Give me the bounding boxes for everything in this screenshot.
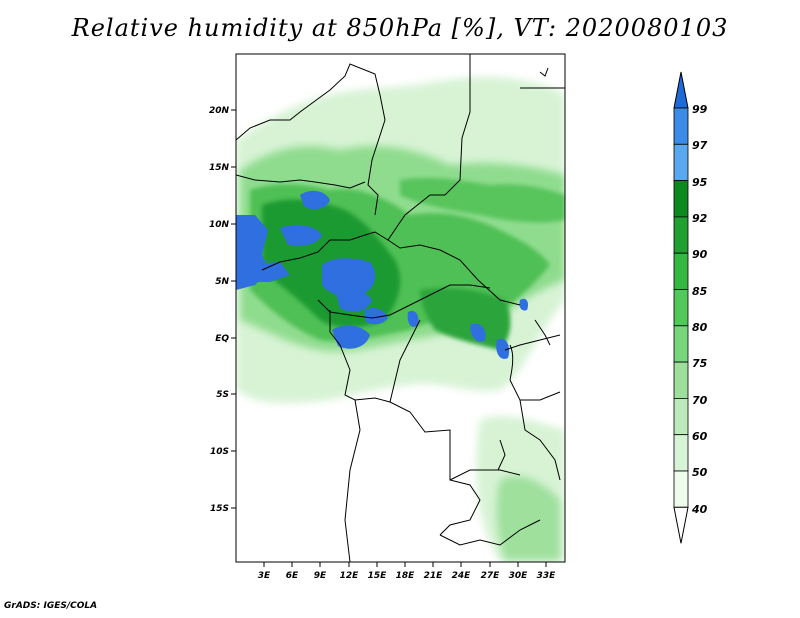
colorbar-max-triangle bbox=[673, 71, 689, 109]
colorbar-segment bbox=[673, 143, 689, 182]
lat-label: EQ bbox=[215, 334, 229, 344]
map-frame bbox=[235, 53, 566, 563]
colorbar-label: 99 bbox=[692, 103, 708, 116]
humidity-very-wet-patches bbox=[236, 190, 529, 359]
colorbar-segment bbox=[673, 470, 689, 508]
colorbar bbox=[673, 71, 689, 544]
lon-axis bbox=[263, 562, 547, 567]
lat-tick-labels: 20N 15N 10N 5N EQ 5S 10S 15S bbox=[209, 106, 230, 514]
colorbar-segment bbox=[673, 180, 689, 218]
colorbar-segment bbox=[673, 325, 689, 363]
lat-axis bbox=[231, 109, 236, 509]
lat-label: 15S bbox=[210, 504, 229, 514]
country-borders bbox=[236, 54, 565, 562]
map-area bbox=[236, 54, 565, 562]
lat-label: 20N bbox=[209, 106, 230, 116]
colorbar-label: 60 bbox=[692, 430, 708, 443]
lat-label: 15N bbox=[209, 163, 230, 173]
grads-credit: GrADS: IGES/COLA bbox=[4, 601, 98, 611]
colorbar-segment bbox=[673, 252, 689, 290]
lon-label: 21E bbox=[424, 571, 444, 581]
colorbar-segment bbox=[673, 289, 689, 327]
colorbar-label: 90 bbox=[692, 248, 708, 261]
colorbar-label: 70 bbox=[692, 394, 708, 407]
colorbar-label: 75 bbox=[692, 357, 708, 370]
colorbar-segment bbox=[673, 107, 689, 145]
lon-label: 24E bbox=[452, 571, 472, 581]
colorbar-min-triangle bbox=[673, 506, 689, 544]
lat-label: 5N bbox=[215, 277, 229, 287]
lat-label: 5S bbox=[216, 390, 229, 400]
colorbar-segment bbox=[673, 434, 689, 472]
lon-label: 3E bbox=[258, 571, 271, 581]
colorbar-label: 95 bbox=[692, 176, 708, 189]
map-title: Relative humidity at 850hPa [%], VT: 202… bbox=[71, 14, 729, 42]
colorbar-labels: 99 97 95 92 90 85 80 75 70 60 50 40 bbox=[691, 103, 708, 516]
lat-label: 10N bbox=[209, 220, 230, 230]
lon-label: 9E bbox=[314, 571, 327, 581]
lon-label: 6E bbox=[286, 571, 299, 581]
colorbar-segment bbox=[673, 397, 689, 436]
lon-label: 33E bbox=[537, 571, 557, 581]
lon-label: 27E bbox=[481, 571, 501, 581]
lon-tick-labels: 3E 6E 9E 12E 15E 18E 21E 24E 27E 30E 33E bbox=[258, 571, 556, 581]
colorbar-label: 97 bbox=[692, 139, 708, 152]
colorbar-label: 80 bbox=[692, 321, 708, 334]
colorbar-segment bbox=[673, 216, 689, 254]
lat-label: 10S bbox=[210, 447, 229, 457]
colorbar-segment bbox=[673, 361, 689, 399]
colorbar-label: 85 bbox=[692, 285, 708, 298]
colorbar-label: 40 bbox=[691, 503, 708, 516]
colorbar-label: 50 bbox=[692, 466, 708, 479]
lon-label: 15E bbox=[368, 571, 388, 581]
lon-label: 30E bbox=[509, 571, 529, 581]
colorbar-label: 92 bbox=[692, 212, 708, 225]
lon-label: 18E bbox=[396, 571, 416, 581]
lon-label: 12E bbox=[340, 571, 360, 581]
